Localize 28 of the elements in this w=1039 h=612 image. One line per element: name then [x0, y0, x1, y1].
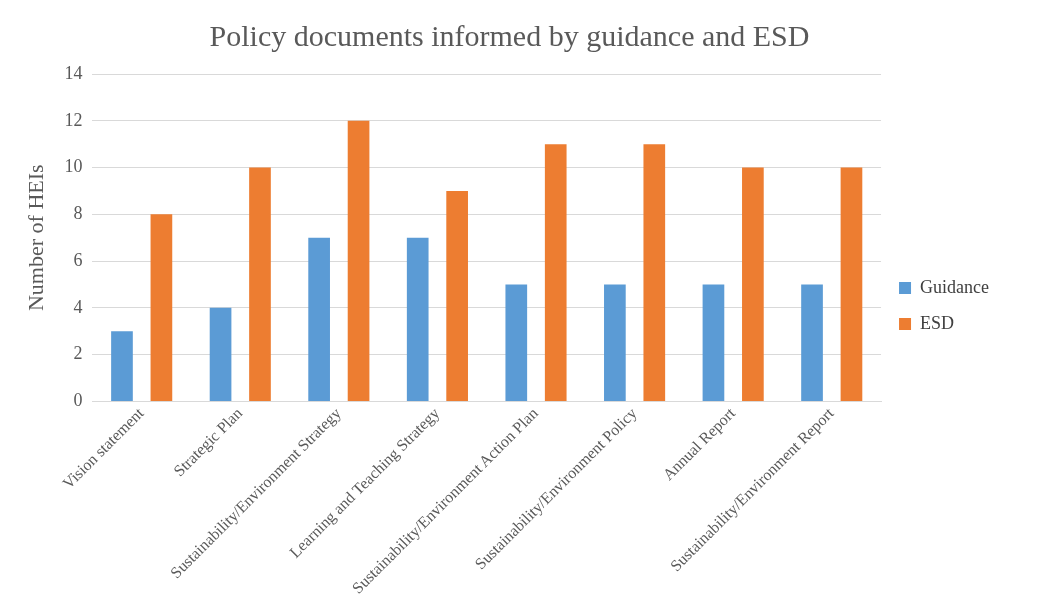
- bar: [249, 167, 271, 401]
- y-tick-label: 8: [73, 203, 83, 224]
- y-tick-label: 12: [64, 109, 83, 130]
- y-tick-label: 14: [64, 62, 83, 83]
- y-tick-label: 2: [73, 343, 83, 364]
- bar: [544, 144, 567, 401]
- bar: [406, 237, 429, 401]
- y-tick-label: 10: [64, 156, 83, 177]
- bar: [446, 190, 468, 401]
- y-tick-label: 0: [73, 390, 83, 411]
- bar: [702, 284, 725, 401]
- bar: [840, 167, 863, 401]
- y-tick-label: 4: [73, 296, 83, 317]
- y-tick-label: 6: [73, 249, 83, 270]
- legend-label: Guidance: [920, 276, 990, 297]
- chart-title: Policy documents informed by guidance and ESD: [209, 18, 810, 52]
- bar: [505, 284, 528, 401]
- legend-label: ESD: [920, 312, 955, 333]
- bar: [111, 331, 133, 401]
- bar: [209, 307, 232, 401]
- y-axis-title: Number of HEIs: [22, 164, 48, 312]
- bar: [347, 120, 370, 401]
- bar: [150, 214, 173, 401]
- bar: [801, 284, 823, 401]
- bar: [604, 284, 626, 401]
- bar: [308, 237, 330, 401]
- bar: [742, 167, 764, 401]
- bar: [643, 144, 666, 401]
